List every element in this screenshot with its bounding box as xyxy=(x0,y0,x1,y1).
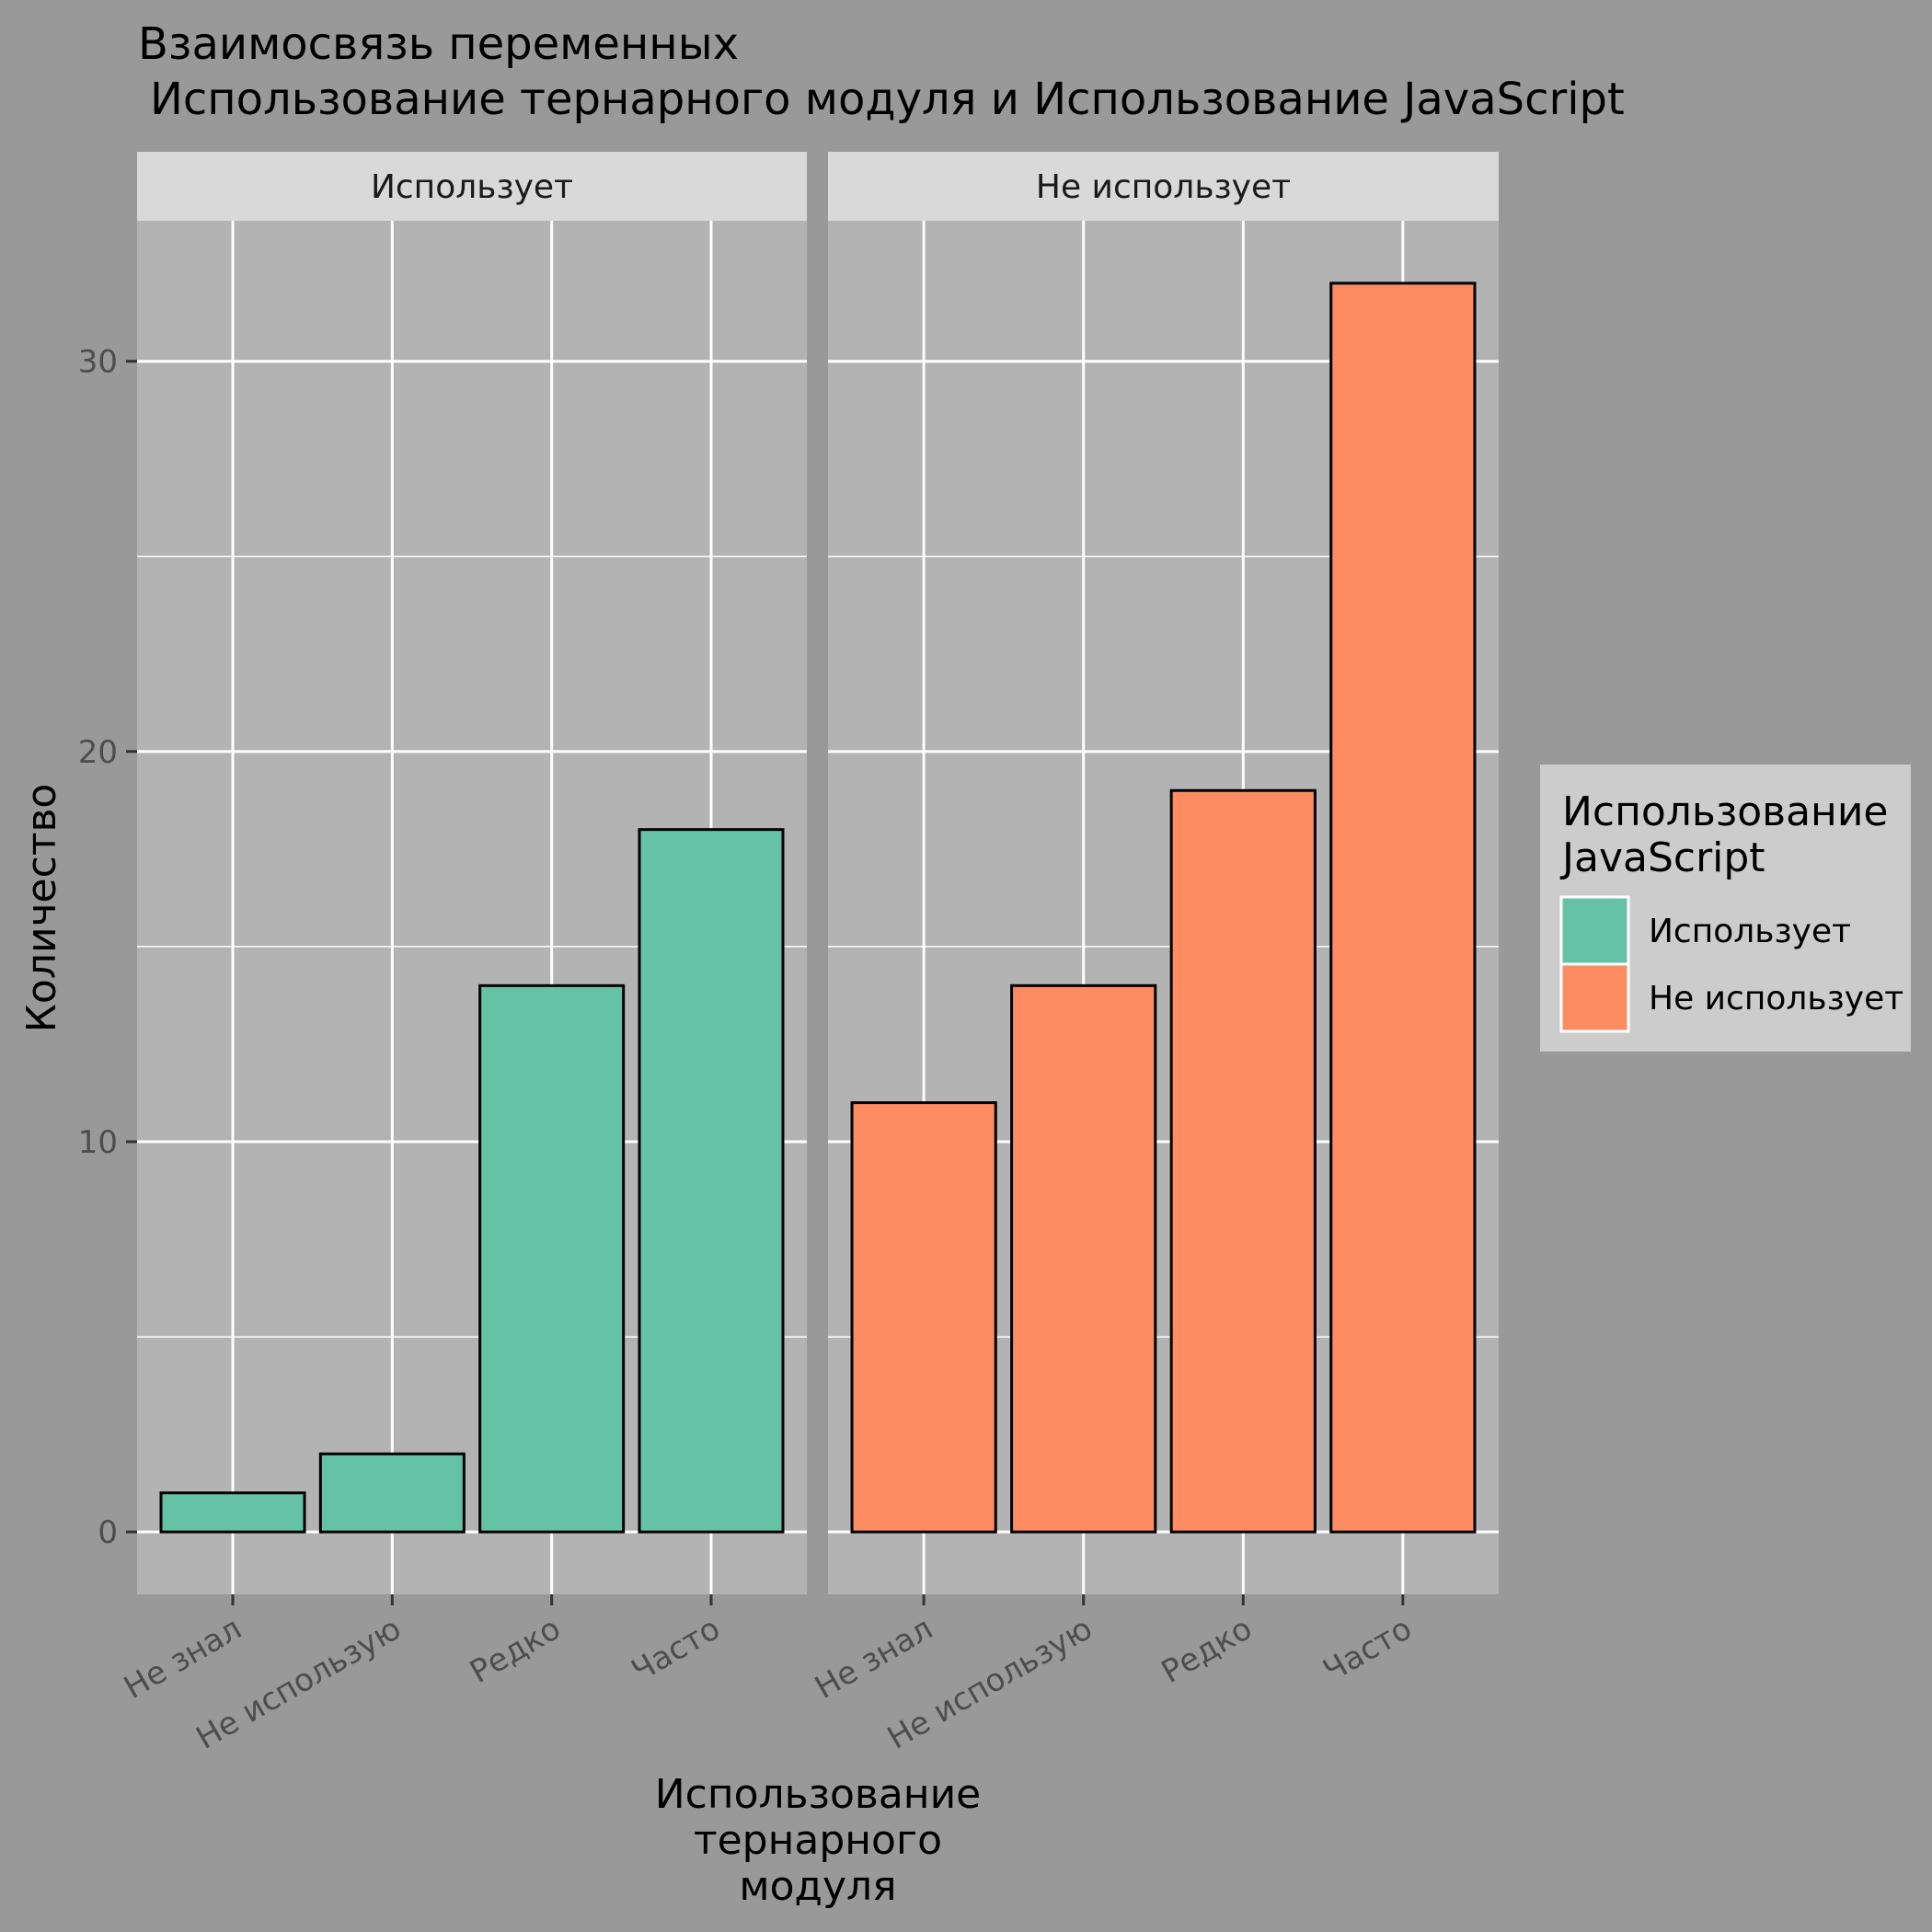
bar-2-2 xyxy=(1010,983,1157,1534)
chart-subtitle: Использование тернарного модуля и Исполь… xyxy=(150,74,1625,125)
legend-label-1: Использует xyxy=(1649,913,1851,950)
x-axis-title-line-1: Использование xyxy=(655,1771,982,1818)
bar-1-3 xyxy=(478,983,626,1534)
x-axis-title-line-2: тернарного xyxy=(694,1817,942,1864)
facet-strip-2 xyxy=(828,152,1499,221)
bar-2-4 xyxy=(1329,282,1477,1534)
legend-key-1 xyxy=(1559,895,1630,966)
legend-title-line-1: Использование xyxy=(1562,788,1889,835)
facet-strip-label-1: Использует xyxy=(371,168,573,206)
y-tick-label: 30 xyxy=(78,344,118,381)
chart-title: Взаимосвязь переменных xyxy=(138,18,739,70)
bar-1-4 xyxy=(638,828,785,1534)
facet-strip-label-2: Не использует xyxy=(1036,168,1291,206)
legend-title-line-2: JavaScript xyxy=(1559,834,1765,881)
bar-2-1 xyxy=(850,1101,997,1534)
x-axis-title-line-3: модуля xyxy=(739,1863,896,1910)
y-tick-label: 10 xyxy=(78,1124,118,1161)
bar-1-2 xyxy=(318,1452,466,1534)
bar-1-1 xyxy=(159,1491,306,1534)
bar-2-3 xyxy=(1169,788,1317,1534)
legend-label-2: Не использует xyxy=(1649,980,1903,1018)
facet-strip-1 xyxy=(137,152,807,221)
y-tick-label: 20 xyxy=(78,734,118,771)
y-axis-title: Количество xyxy=(18,784,65,1033)
legend-key-2 xyxy=(1559,962,1630,1033)
y-tick-label: 0 xyxy=(98,1514,118,1551)
